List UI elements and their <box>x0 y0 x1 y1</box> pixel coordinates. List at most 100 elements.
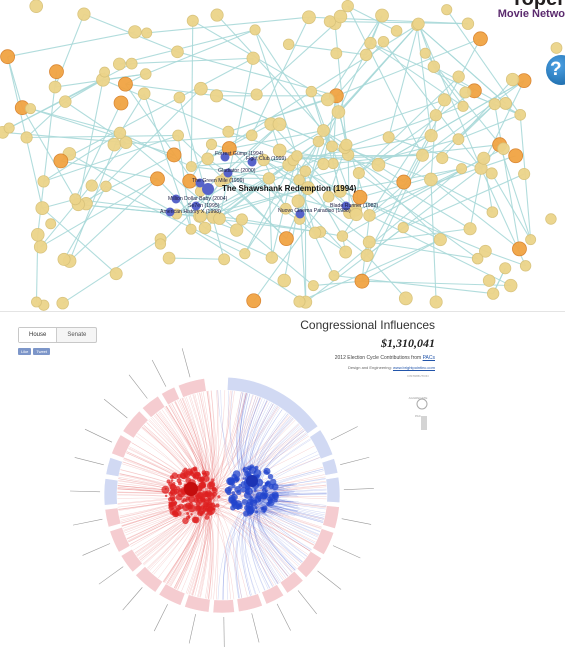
viz-title: Congressional Influences <box>300 318 435 332</box>
network-edge <box>199 164 290 217</box>
network-node <box>482 274 496 287</box>
network-edge <box>69 132 121 262</box>
tweet-button[interactable]: Tweet <box>33 348 51 355</box>
ring-segment <box>160 386 181 406</box>
network-edge <box>146 16 309 34</box>
rep-bubble <box>168 481 173 487</box>
tab-house[interactable]: House <box>19 328 58 342</box>
network-edge <box>338 23 419 113</box>
network-edge <box>430 179 520 250</box>
network-node <box>550 42 563 54</box>
rep-bubble <box>200 479 204 482</box>
network-node <box>333 9 348 24</box>
network-edge <box>190 228 306 303</box>
dem-bubble <box>236 489 242 495</box>
ring-segment <box>312 528 335 556</box>
network-edge <box>69 153 177 215</box>
movie-label: Gladiator (2000) <box>218 168 256 174</box>
ring-segment <box>321 458 339 476</box>
network-node <box>504 278 518 293</box>
network-edge <box>225 164 290 179</box>
network-node <box>359 48 373 62</box>
network-edge <box>178 97 225 260</box>
ring-segment <box>279 570 304 594</box>
tab-senate[interactable]: Senate <box>67 332 87 338</box>
chord-link <box>236 508 285 599</box>
pac-control[interactable]: PAC <box>415 414 421 418</box>
network-node <box>118 76 133 92</box>
network-node <box>545 213 557 225</box>
network-node <box>262 172 276 185</box>
distribution-control[interactable]: DISTRIBUTION <box>407 374 429 378</box>
network-node <box>30 228 45 242</box>
network-node <box>291 194 305 208</box>
dem-bubble <box>231 491 236 496</box>
network-edge <box>41 207 117 275</box>
chord-link <box>251 488 282 583</box>
chord-diagram[interactable] <box>0 312 470 659</box>
rep-bubble <box>169 508 177 516</box>
network-edge <box>361 239 441 282</box>
network-node <box>194 81 208 96</box>
network-edge <box>228 98 328 133</box>
network-edge <box>458 79 514 140</box>
dem-bubble <box>262 485 267 490</box>
network-node <box>77 7 91 21</box>
ring-segment <box>120 548 143 573</box>
credit-link[interactable]: www.brightpointinc.com <box>392 365 435 370</box>
rep-bubble <box>170 479 174 482</box>
network-edge <box>417 23 435 67</box>
rep-bubble <box>188 495 196 503</box>
chord-link <box>185 496 210 594</box>
aggregate-control[interactable]: AGGREGATE <box>408 396 428 400</box>
network-edge <box>263 159 370 243</box>
network-edge <box>256 23 336 95</box>
credit-prefix: Design and Engineering: <box>348 365 392 370</box>
network-node <box>113 126 127 140</box>
network-edge <box>145 29 256 75</box>
member-bubbles <box>161 464 279 525</box>
network-edge <box>43 132 121 182</box>
rep-bubble <box>210 502 216 508</box>
network-edge <box>200 187 309 217</box>
ring-label-mark <box>153 604 168 632</box>
subtitle-prefix: 2012 Election Cycle Contributions from <box>334 355 422 361</box>
dem-bubble <box>228 494 236 503</box>
dem-bubble <box>234 477 239 482</box>
network-node <box>230 223 244 237</box>
rep-bubble <box>193 468 196 471</box>
network-node <box>293 174 305 186</box>
ring-label-mark <box>188 614 196 644</box>
network-node <box>57 252 71 266</box>
network-node <box>518 167 531 181</box>
chord-link <box>186 510 289 577</box>
network-node <box>331 105 346 119</box>
network-edge <box>119 132 192 168</box>
help-icon[interactable]: ? <box>546 55 565 85</box>
highlight-movie-label: The Shawshank Redemption (1994) <box>222 184 357 193</box>
dem-bubble-large <box>246 475 258 487</box>
network-edge <box>268 178 273 258</box>
chord-link <box>259 500 299 570</box>
viz-subtitle: 2012 Election Cycle Contributions from P… <box>300 355 435 361</box>
chamber-tabs: House Senate <box>18 327 98 343</box>
dem-bubble <box>246 471 252 477</box>
network-node <box>172 129 184 142</box>
network-node <box>141 27 153 39</box>
network-node <box>56 296 69 310</box>
movie-label: Nuovo Cinema Paradiso (1988) <box>278 208 351 214</box>
rep-bubble <box>204 515 210 520</box>
like-button[interactable]: Like <box>18 348 32 355</box>
network-edge <box>40 142 127 248</box>
viz-total: $1,310,041 <box>381 336 435 350</box>
network-node <box>499 97 512 110</box>
dem-bubble <box>247 467 252 471</box>
dem-bubble <box>261 507 267 513</box>
ring-segment <box>135 565 164 593</box>
network-node <box>362 235 376 249</box>
movie-network-graph[interactable]: Forrest Gump (1994)Fight Club (1999) Glad… <box>0 0 565 311</box>
ring-label-mark <box>98 566 124 585</box>
pacs-link[interactable]: PACs <box>422 355 435 361</box>
network-edge <box>169 257 225 260</box>
dem-bubble <box>259 491 268 500</box>
